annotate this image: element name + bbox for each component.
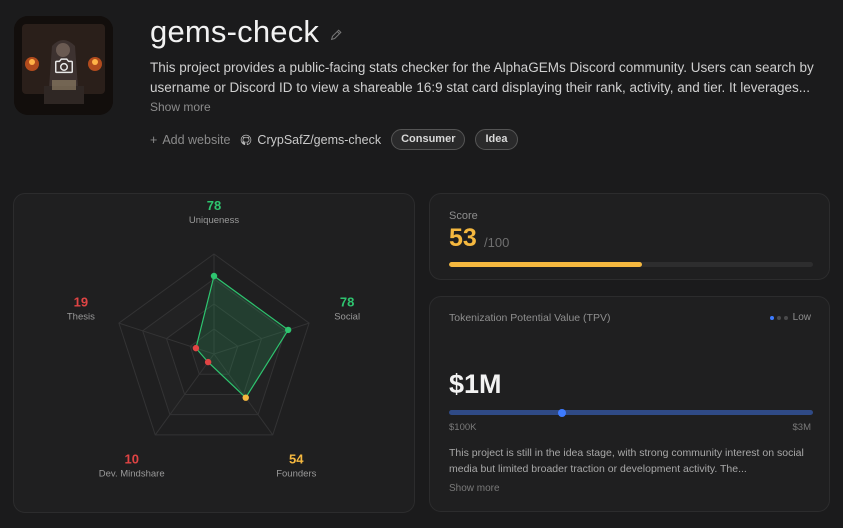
radar-chart: 78 Uniqueness 78 Social 54 Founders 10 Dev. Min… <box>67 198 360 479</box>
camera-icon[interactable] <box>53 55 75 77</box>
score-label: Score <box>449 210 478 222</box>
score-bar-fill <box>449 262 642 267</box>
plus-icon: + <box>150 132 158 147</box>
tag-consumer[interactable]: Consumer <box>391 129 466 150</box>
radar-point-social <box>284 326 292 334</box>
score-bar <box>449 262 813 267</box>
title-row: gems-check <box>150 14 343 50</box>
add-website-label: Add website <box>162 132 231 147</box>
radar-axis-line <box>154 353 215 436</box>
radar-point-founders <box>242 394 249 401</box>
tpv-show-more-link[interactable]: Show more <box>449 483 500 494</box>
radar-point-uniqueness <box>210 272 218 280</box>
radar-grid <box>118 253 310 436</box>
tpv-min-label: $100K <box>449 422 477 433</box>
project-description: This project provides a public-facing st… <box>150 60 814 95</box>
meta-row: + Add website CrypSafZ/gems-check Consum… <box>150 129 518 150</box>
radar-shape <box>195 274 289 399</box>
repo-link[interactable]: CrypSafZ/gems-check <box>240 133 381 147</box>
radar-value-social: 78 <box>340 295 354 310</box>
radar-point-thesis <box>192 344 200 352</box>
radar-label-dev-mindshare: Dev. Mindshare <box>99 468 165 479</box>
radar-value-thesis: 19 <box>74 295 88 310</box>
show-more-link[interactable]: Show more <box>150 100 211 114</box>
github-icon <box>241 134 252 145</box>
radar-card: 78 Uniqueness 78 Social 54 Founders 10 Dev. Min… <box>13 193 415 513</box>
radar-value-uniqueness: 78 <box>207 198 221 213</box>
tpv-card: Tokenization Potential Value (TPV) Low $… <box>429 296 830 512</box>
radar-axis-line <box>213 353 274 436</box>
level-dot <box>783 315 788 320</box>
score-card: Score 53 /100 <box>429 193 830 280</box>
tpv-range-track <box>449 408 813 417</box>
radar-label-founders: Founders <box>276 468 316 479</box>
project-avatar[interactable] <box>14 16 113 115</box>
radar-label-uniqueness: Uniqueness <box>189 215 239 226</box>
radar-label-social: Social <box>334 312 360 323</box>
tpv-label: Tokenization Potential Value (TPV) <box>449 312 611 324</box>
repo-label: CrypSafZ/gems-check <box>257 132 382 147</box>
radar-label-thesis: Thesis <box>67 312 95 323</box>
tpv-max-label: $3M <box>792 422 811 433</box>
level-dots <box>769 315 788 320</box>
radar-points <box>192 272 292 401</box>
level-dot <box>776 315 781 320</box>
radar-axis-line <box>213 322 310 355</box>
tpv-value: $1M <box>449 369 502 399</box>
tpv-level-indicator: Low <box>769 312 811 323</box>
level-dot <box>769 315 774 320</box>
radar-labels: 78 Uniqueness 78 Social 54 Founders 10 Dev. Min… <box>67 198 360 479</box>
pencil-icon[interactable] <box>329 28 343 42</box>
tag-idea[interactable]: Idea <box>475 129 518 150</box>
add-website-button[interactable]: + Add website <box>150 133 230 147</box>
tpv-level-label: Low <box>792 312 811 323</box>
project-title: gems-check <box>150 14 320 49</box>
tpv-description: This project is still in the idea stage,… <box>449 447 804 475</box>
tpv-range-marker <box>557 408 566 417</box>
radar-point-dev-mindshare <box>204 358 212 366</box>
score-max: /100 <box>484 235 510 250</box>
score-value: 53 <box>449 224 477 252</box>
radar-value-founders: 54 <box>289 451 304 466</box>
radar-value-dev-mindshare: 10 <box>124 451 138 466</box>
